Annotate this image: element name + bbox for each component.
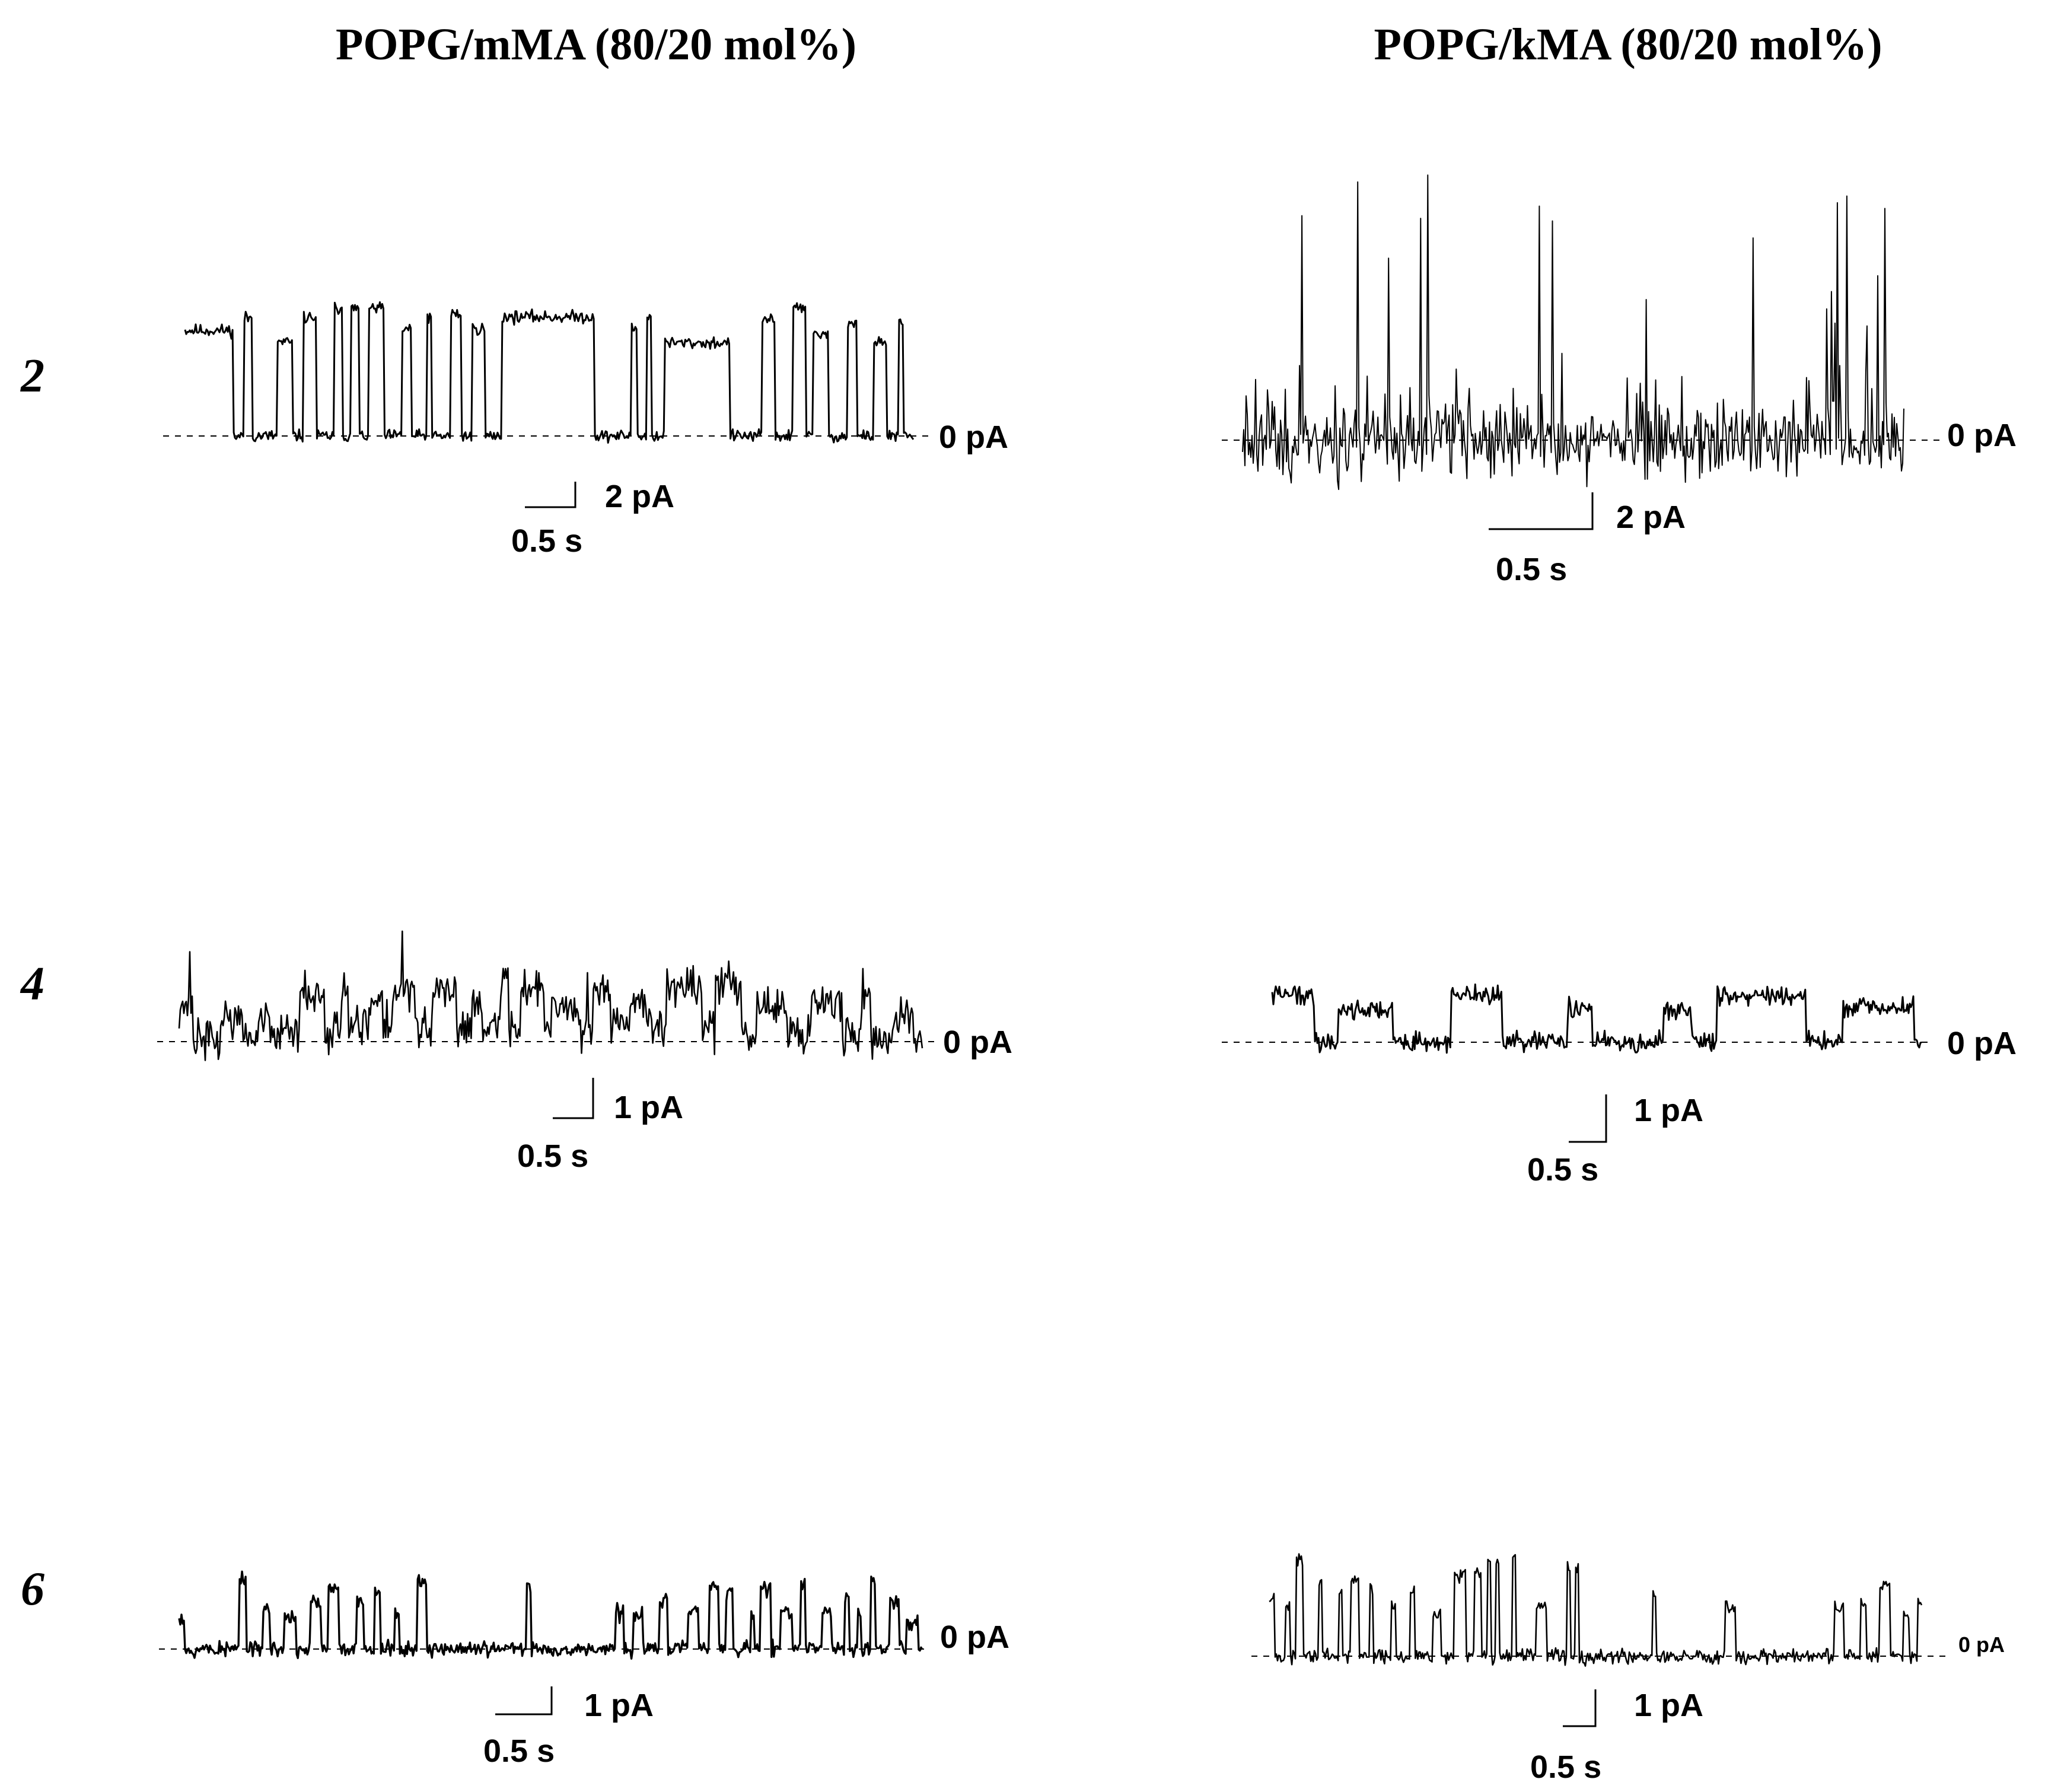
time-scale-label: 0.5 s — [511, 523, 582, 559]
scale-bar — [525, 482, 576, 508]
current-scale-label: 1 pA — [614, 1090, 683, 1125]
current-scale-label: 2 pA — [605, 479, 674, 514]
current-trace — [1242, 174, 1904, 491]
scale-bar — [1563, 1689, 1597, 1727]
time-scale-label: 0.5 s — [483, 1733, 555, 1769]
zero-current-label: 0 pA — [1947, 418, 2017, 453]
current-scale-label: 1 pA — [1634, 1688, 1703, 1723]
scale-bar — [553, 1078, 594, 1119]
panel-kma-2: 0 pA 2 pA 0.5 s — [1222, 174, 2017, 587]
time-scale-label: 0.5 s — [517, 1138, 588, 1174]
row-label-2: 2 — [20, 350, 44, 402]
zero-current-label: 0 pA — [940, 1619, 1009, 1655]
current-trace — [184, 301, 915, 444]
current-trace — [178, 1570, 923, 1660]
row-label-6: 6 — [21, 1563, 44, 1615]
scale-bar — [495, 1686, 553, 1715]
current-trace — [1271, 983, 1922, 1054]
panel-mma-4: 0 pA 1 pA 0.5 s — [157, 930, 1012, 1174]
row-label-4: 4 — [20, 958, 44, 1010]
time-scale-label: 0.5 s — [1496, 552, 1567, 587]
zero-current-label: 0 pA — [939, 419, 1008, 455]
current-scale-label: 1 pA — [584, 1688, 654, 1723]
panel-kma-6: 0 pA 1 pA 0.5 s — [1251, 1553, 2005, 1785]
zero-current-label: 0 pA — [943, 1024, 1012, 1060]
panel-mma-2: 0 pA 2 pA 0.5 s — [163, 301, 1008, 559]
current-trace — [1269, 1553, 1923, 1667]
zero-current-label: 0 pA — [1958, 1632, 2005, 1657]
panel-kma-4: 0 pA 1 pA 0.5 s — [1222, 983, 2017, 1188]
zero-current-label: 0 pA — [1947, 1026, 2017, 1061]
current-scale-label: 2 pA — [1616, 499, 1686, 535]
column-title-mma: POPG/mMA (80/20 mol%) — [336, 20, 856, 69]
time-scale-label: 0.5 s — [1527, 1152, 1598, 1188]
column-title-kma: POPG/kMA (80/20 mol%) — [1374, 20, 1882, 69]
current-scale-label: 1 pA — [1634, 1093, 1703, 1128]
scale-bar — [1489, 492, 1594, 530]
time-scale-label: 0.5 s — [1530, 1749, 1601, 1785]
current-trace — [178, 930, 923, 1061]
panel-mma-6: 0 pA 1 pA 0.5 s — [159, 1570, 1009, 1769]
scale-bar — [1569, 1094, 1607, 1143]
